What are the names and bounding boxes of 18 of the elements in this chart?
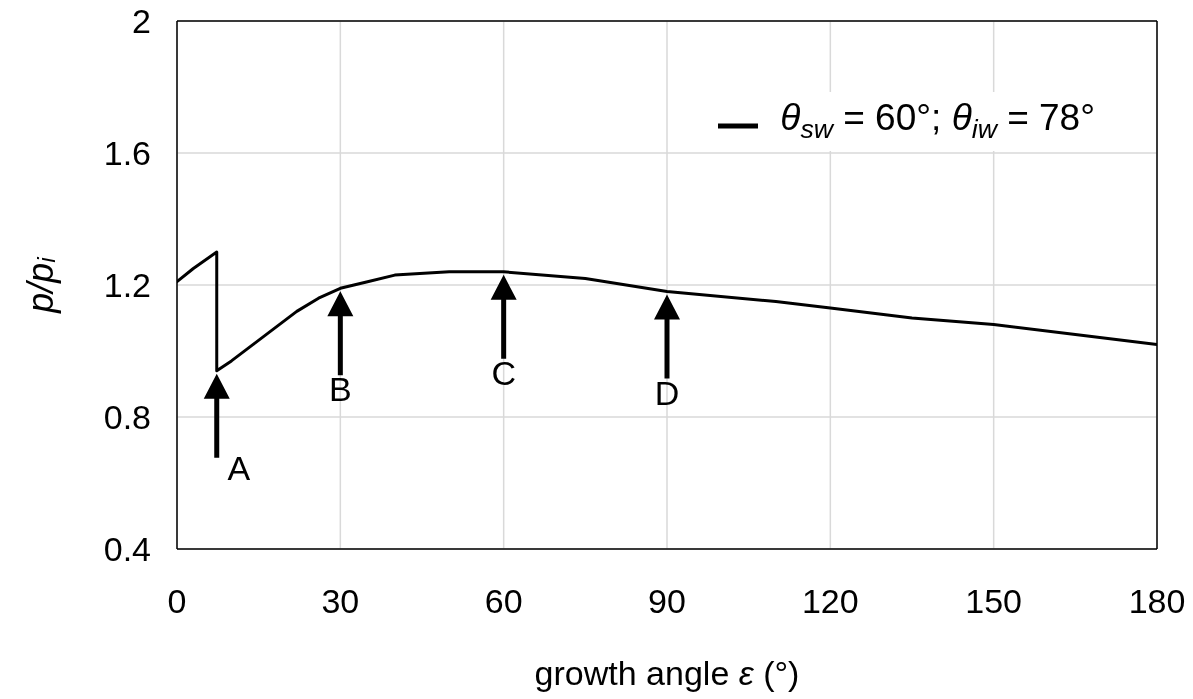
- annotation: B: [328, 370, 352, 409]
- x-tick-label: 60: [484, 582, 523, 621]
- y-tick-label: 1.2: [103, 266, 151, 305]
- y-tick-label: 0.8: [103, 398, 151, 437]
- x-tick-label: 90: [648, 582, 686, 621]
- x-axis-title: growth angle ε (°): [534, 654, 800, 692]
- y-tick-label: 0.4: [103, 530, 151, 569]
- x-tick-label: 30: [321, 582, 360, 621]
- y-tick-label: 2: [132, 2, 151, 41]
- x-tick-label: 0: [167, 582, 187, 621]
- x-tick-label: 180: [1128, 582, 1186, 621]
- annotation: C: [491, 353, 516, 392]
- annotation: D: [654, 373, 680, 412]
- legend-label: θ$_{sw}$ = 60°; θ$_{iw}$ = 78°: [780, 97, 1095, 145]
- annotation: A: [227, 448, 251, 487]
- x-tick-label: 120: [801, 582, 859, 621]
- x-tick-label: 150: [965, 582, 1023, 621]
- y-tick-label: 1.6: [103, 134, 151, 173]
